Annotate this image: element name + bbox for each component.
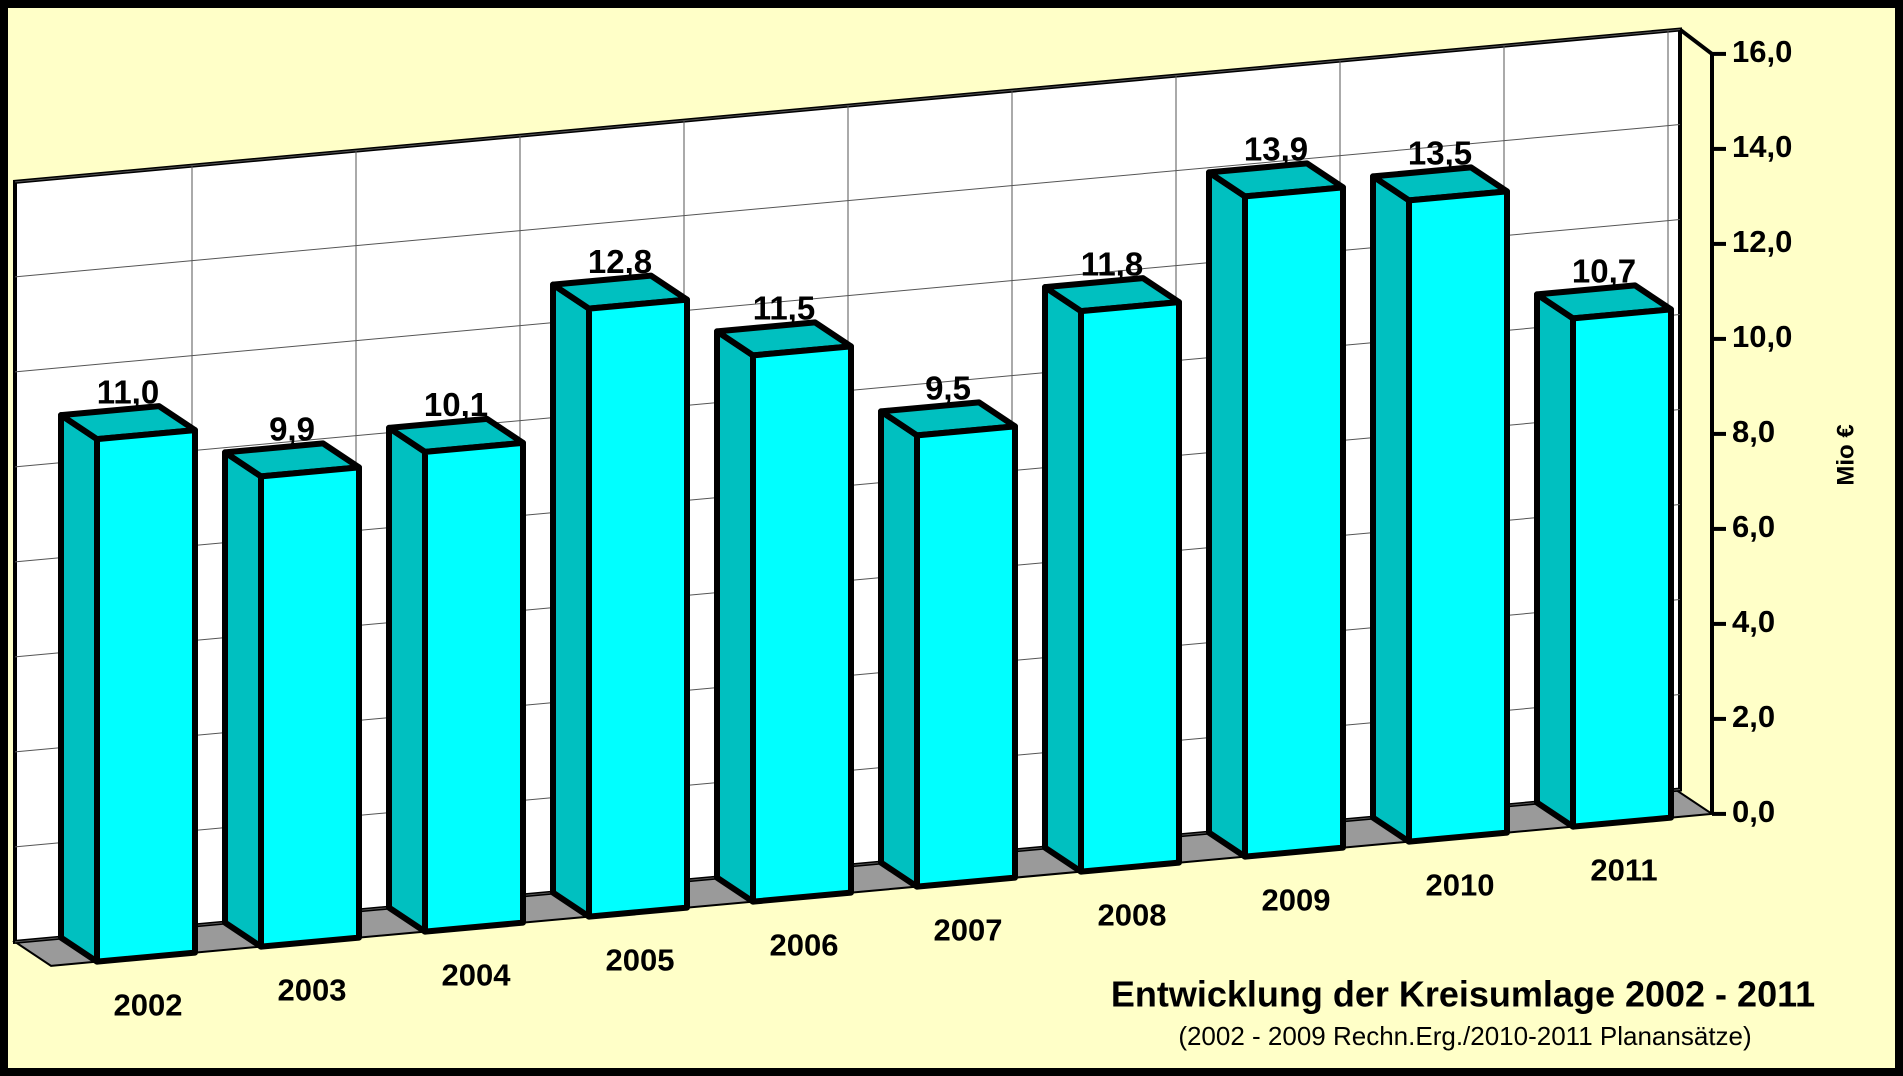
wall-edge bbox=[1678, 27, 1714, 56]
y-tick-label: 6,0 bbox=[1732, 509, 1775, 544]
x-tick-label: 2009 bbox=[1262, 882, 1331, 917]
bar-side bbox=[222, 449, 264, 950]
bar-side bbox=[878, 408, 920, 890]
y-tick-label: 8,0 bbox=[1732, 414, 1775, 449]
x-tick-label: 2008 bbox=[1098, 897, 1167, 932]
x-tick-label: 2011 bbox=[1590, 852, 1657, 887]
value-label: 11,8 bbox=[1081, 245, 1143, 282]
bar-side bbox=[58, 412, 100, 965]
bar-front bbox=[750, 343, 854, 905]
chart-subtitle: (2002 - 2009 Rechn.Erg./2010-2011 Planan… bbox=[1178, 1021, 1751, 1051]
value-label: 13,5 bbox=[1408, 135, 1472, 172]
bar bbox=[714, 319, 854, 905]
value-label: 12,8 bbox=[588, 243, 652, 280]
bar bbox=[550, 272, 690, 920]
y-tick-label: 0,0 bbox=[1732, 794, 1775, 829]
grid-line bbox=[14, 124, 1681, 278]
y-tick-label: 14,0 bbox=[1732, 129, 1792, 164]
x-tick-label: 2006 bbox=[770, 927, 839, 962]
bar-side bbox=[386, 424, 428, 935]
value-label: 9,5 bbox=[925, 370, 971, 407]
y-tick-label: 2,0 bbox=[1732, 699, 1775, 734]
value-label: 11,5 bbox=[753, 290, 815, 327]
bar-side bbox=[1534, 291, 1576, 830]
bar bbox=[1042, 275, 1182, 875]
y-tick-label: 4,0 bbox=[1732, 604, 1775, 639]
bar bbox=[386, 415, 526, 935]
y-tick-label: 12,0 bbox=[1732, 224, 1792, 259]
bar bbox=[1370, 164, 1510, 845]
bar-front bbox=[1570, 306, 1674, 830]
plot: 0,0 2,0 4,0 6,0 8,0 10,0 12,0 14,0 16,0 11,0 2002 9… bbox=[12, 27, 1792, 1022]
x-tick-label: 2005 bbox=[606, 942, 675, 977]
bar bbox=[1206, 160, 1346, 860]
bar bbox=[58, 403, 198, 965]
value-label: 9,9 bbox=[269, 411, 315, 448]
x-tick-label: 2007 bbox=[934, 912, 1003, 947]
bar-front bbox=[1078, 299, 1182, 875]
bar-side bbox=[1206, 169, 1248, 860]
bar-front bbox=[258, 464, 362, 950]
y-tick-label: 10,0 bbox=[1732, 319, 1792, 354]
y-axis-label: Mio € bbox=[1832, 424, 1859, 485]
bar-side bbox=[714, 328, 756, 905]
bar bbox=[1534, 282, 1674, 830]
x-tick-label: 2003 bbox=[278, 972, 347, 1007]
y-tick-label: 16,0 bbox=[1732, 34, 1792, 69]
grid-line bbox=[14, 29, 1681, 183]
bar-front bbox=[94, 427, 198, 965]
value-label: 10,1 bbox=[424, 386, 488, 423]
bar-front bbox=[1242, 184, 1346, 860]
bar-side bbox=[550, 281, 592, 920]
value-label: 10,7 bbox=[1572, 253, 1636, 290]
bar-front bbox=[1406, 188, 1510, 845]
bar-front bbox=[422, 439, 526, 935]
x-tick-label: 2004 bbox=[442, 957, 512, 992]
x-tick-label: 2010 bbox=[1426, 867, 1495, 902]
bar bbox=[222, 440, 362, 950]
bar-front bbox=[914, 423, 1018, 890]
bar-front bbox=[586, 296, 690, 920]
bar-side bbox=[1370, 173, 1412, 845]
x-tick-label: 2002 bbox=[114, 987, 183, 1022]
bar bbox=[878, 399, 1018, 890]
value-label: 11,0 bbox=[97, 373, 159, 410]
bar-side bbox=[1042, 284, 1084, 875]
value-label: 13,9 bbox=[1244, 131, 1308, 168]
chart-title: Entwicklung der Kreisumlage 2002 - 2011 bbox=[1111, 974, 1815, 1015]
